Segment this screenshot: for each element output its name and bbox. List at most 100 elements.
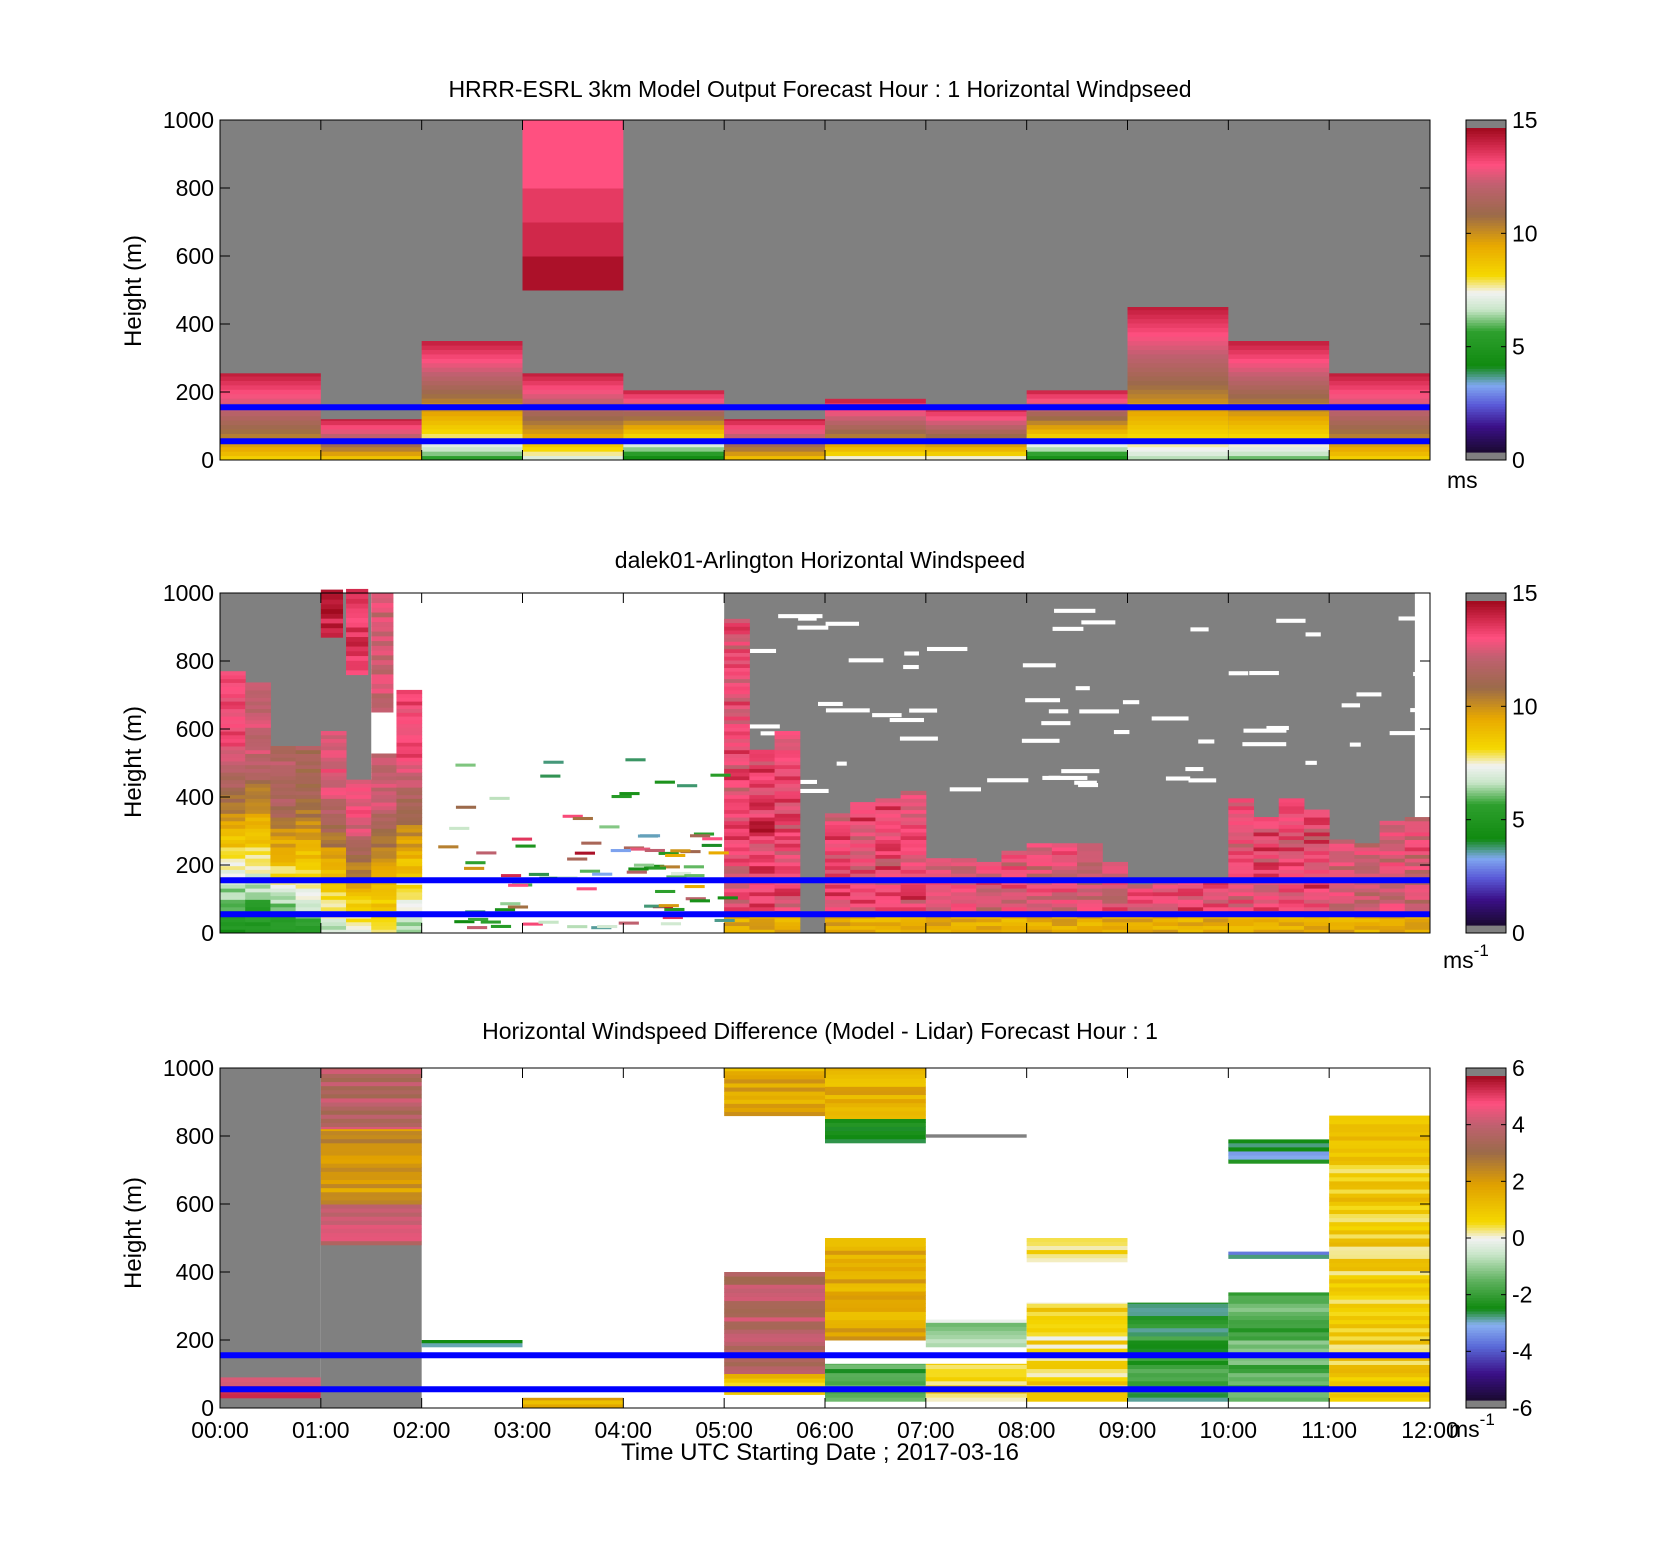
colorbar-swatch [1466,1375,1506,1379]
difference-cell [1026,1368,1128,1374]
lidar-cell [749,850,776,855]
lidar-cell [900,921,927,927]
lidar-cell [825,817,851,822]
model-cell [1026,420,1128,426]
colorbar-swatch [1466,182,1506,186]
lidar-cell [850,835,876,840]
lidar-cell [220,888,246,893]
model-cell [522,433,624,439]
lidar-cell [245,906,271,912]
difference-cell [825,1307,926,1312]
lidar-cell [320,589,344,595]
lidar-cell [396,805,423,811]
colorbar-swatch [1466,1370,1506,1374]
lidar-cell [1026,850,1053,855]
colorbar-swatch [1466,327,1506,332]
lidar-cell [454,920,475,924]
lidar-cell [665,853,686,857]
lidar-cell [724,809,750,814]
no-data-gap [1021,738,1060,743]
lidar-cell [396,787,423,792]
lidar-cell [270,817,297,822]
lidar-cell [1354,846,1381,852]
colorbar-swatch [1466,438,1506,442]
lidar-cell [270,813,297,818]
difference-cell [1329,1315,1430,1321]
difference-cell [825,1138,926,1144]
model-cell [220,384,321,390]
y-tick-label: 400 [176,311,214,337]
lidar-cell [1278,888,1305,893]
difference-cell [724,1369,825,1375]
model-cell [623,424,725,430]
colorbar-swatch [1466,749,1506,753]
colorbar-swatch [1466,206,1506,210]
lidar-cell [245,693,271,698]
difference-cell [925,1364,1027,1370]
lidar-cell [396,828,423,833]
difference-cell [925,1334,1027,1340]
lidar-cell [825,925,851,930]
lidar-cell [925,884,952,889]
lidar-cell [1379,869,1406,874]
lidar-cell [320,599,344,605]
lidar-cell [1127,891,1154,897]
lidar-cell [270,787,297,792]
lidar-cell [371,616,394,623]
lidar-cell [925,921,952,927]
difference-cell [1127,1393,1229,1398]
model-cell [623,398,725,404]
lidar-cell [724,738,750,743]
no-data-gap [1151,716,1189,721]
colorbar-swatch [1466,1229,1506,1234]
lidar-cell [511,837,533,841]
lidar-cell [1228,903,1255,908]
no-data-gap [750,648,777,654]
difference-cell [320,1187,422,1193]
lidar-cell [1278,802,1305,807]
model-cell [623,415,725,421]
lidar-cell [371,891,397,897]
difference-cell [1329,1364,1430,1370]
colorbar-swatch [1466,1262,1506,1266]
no-data-gap [1165,776,1191,781]
lidar-cell [1077,884,1103,889]
colorbar-swatch [1466,292,1506,296]
colorbar-swatch [1466,730,1506,734]
panel-model: HRRR-ESRL 3km Model Output Forecast Hour… [120,76,1538,493]
lidar-cell [1077,858,1103,863]
lidar-cell [1404,843,1431,848]
lidar-cell [724,861,750,867]
lidar-cell [270,783,297,788]
difference-cell [1026,1393,1128,1398]
lidar-cell [825,888,851,893]
model-cell [1026,424,1128,430]
lidar-cell [295,903,322,908]
lidar-cell [295,820,322,826]
lidar-cell [396,884,423,889]
colorbar-swatch [1466,1227,1506,1231]
lidar-cell [396,802,423,807]
lidar-cell [371,669,394,675]
lidar-cell [245,712,271,717]
lidar-cell [320,858,347,863]
lidar-cell [522,922,543,926]
lidar-cell [1026,903,1053,908]
colorbar-swatch [1466,173,1506,178]
lidar-cell [1379,850,1406,855]
difference-cell [925,1363,1027,1365]
difference-cell [1127,1323,1229,1329]
lidar-cell [1026,906,1053,912]
difference-cell [1329,1160,1430,1166]
model-cell [320,424,422,430]
difference-cell [724,1280,825,1285]
colorbar-swatch [1466,295,1506,299]
lidar-cell [220,790,246,796]
colorbar-swatch [1466,1319,1506,1323]
lidar-cell [749,805,776,811]
lidar-cell [900,843,927,848]
lidar-cell [220,843,246,848]
no-data-gap [1188,778,1217,783]
lidar-cell [371,850,397,855]
lidar-cell [1077,929,1103,934]
